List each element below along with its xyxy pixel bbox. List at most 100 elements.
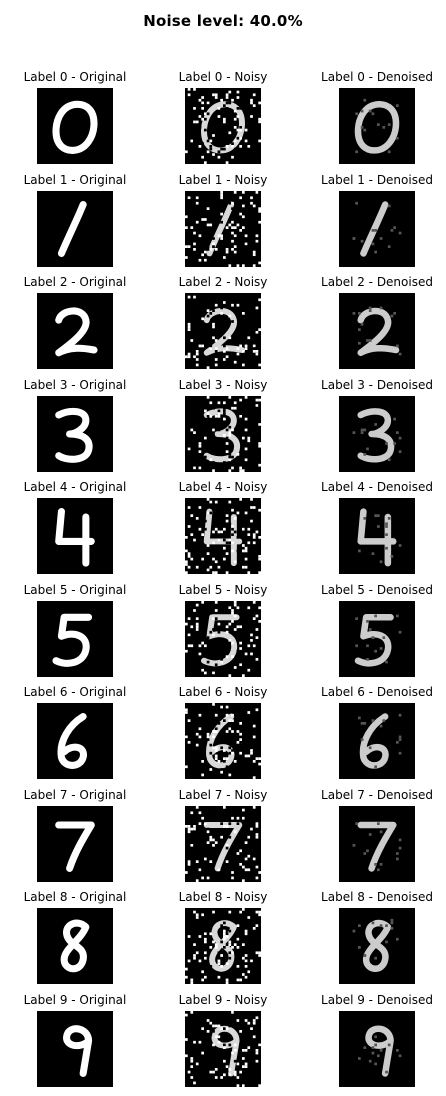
noise-pixel xyxy=(231,225,234,229)
panel-original-2: Label 2 - Original xyxy=(0,275,150,369)
noise-pixel xyxy=(255,943,259,946)
noise-pixel xyxy=(239,722,242,725)
noise-pixel xyxy=(223,935,226,938)
panel-denoised-7: Label 7 - Denoised xyxy=(302,788,446,882)
noise-pixel xyxy=(228,525,232,528)
noise-pixel xyxy=(247,829,251,833)
noise-pixel xyxy=(185,611,188,615)
noise-pixel xyxy=(228,314,232,318)
noise-pixel xyxy=(198,455,202,458)
artifact-pixel xyxy=(379,924,383,927)
noise-pixel xyxy=(214,713,218,717)
noise-pixel xyxy=(206,552,210,555)
noisy-digit-image xyxy=(185,293,261,369)
noise-pixel xyxy=(204,193,207,196)
noise-pixel xyxy=(228,1072,232,1076)
noise-pixel xyxy=(231,727,234,731)
noise-pixel xyxy=(225,913,229,917)
noise-pixel xyxy=(204,867,207,871)
noise-pixel xyxy=(225,436,229,439)
noise-pixel xyxy=(228,956,232,960)
noise-pixel xyxy=(231,98,234,102)
noise-pixel xyxy=(212,336,215,340)
noise-pixel xyxy=(244,652,248,655)
noise-pixel xyxy=(198,544,202,547)
noise-pixel xyxy=(204,757,207,760)
noise-pixel xyxy=(206,946,210,949)
noise-pixel xyxy=(187,829,191,833)
panel-label: Label 8 - Noisy xyxy=(178,890,268,904)
noise-pixel xyxy=(242,865,245,868)
noise-pixel xyxy=(239,1075,242,1079)
noise-pixel xyxy=(239,935,242,938)
artifact-pixel xyxy=(387,150,391,154)
noise-pixel xyxy=(190,768,194,771)
noise-pixel xyxy=(228,719,232,722)
noise-pixel xyxy=(233,665,237,669)
noise-pixel xyxy=(255,908,259,911)
noise-pixel xyxy=(223,760,226,763)
noise-pixel xyxy=(190,1056,194,1060)
noise-pixel xyxy=(185,214,188,218)
noise-pixel xyxy=(236,1083,240,1087)
artifact-pixel xyxy=(379,236,383,240)
noise-pixel xyxy=(195,716,199,720)
noise-pixel xyxy=(214,608,218,612)
noise-pixel xyxy=(244,557,248,561)
noise-pixel xyxy=(250,98,253,102)
artifact-pixel xyxy=(390,918,394,922)
noise-pixel xyxy=(193,430,196,434)
noise-pixel xyxy=(195,358,199,361)
noise-pixel xyxy=(185,560,188,564)
noise-pixel xyxy=(212,652,215,655)
noise-pixel xyxy=(214,347,218,350)
noise-pixel xyxy=(233,560,237,564)
noise-pixel xyxy=(252,325,256,329)
noise-pixel xyxy=(223,946,226,949)
panel-original-5: Label 5 - Original xyxy=(0,583,150,677)
noise-pixel xyxy=(247,935,251,938)
noise-pixel xyxy=(255,406,259,410)
noise-pixel xyxy=(201,913,204,917)
noise-pixel xyxy=(195,195,199,199)
noisy-image-frame xyxy=(185,293,261,369)
noise-pixel xyxy=(236,649,240,653)
noise-pixel xyxy=(258,508,261,512)
noise-pixel xyxy=(206,600,210,604)
artifact-pixel xyxy=(374,1043,377,1046)
artifact-pixel xyxy=(390,555,394,558)
noise-pixel xyxy=(225,247,229,251)
artifact-pixel xyxy=(366,643,369,647)
noise-pixel xyxy=(190,1043,194,1046)
noise-pixel xyxy=(193,120,196,124)
artifact-pixel xyxy=(385,533,388,536)
panel-label: Label 6 - Denoised xyxy=(321,685,433,699)
noise-pixel xyxy=(193,336,196,340)
noisy-digit-image xyxy=(185,600,261,677)
noise-pixel xyxy=(185,870,188,874)
noise-pixel xyxy=(244,816,248,820)
noise-pixel xyxy=(233,530,237,534)
noise-pixel xyxy=(201,970,204,974)
noise-pixel xyxy=(223,719,226,722)
noise-pixel xyxy=(185,762,188,766)
noise-pixel xyxy=(236,223,240,226)
noise-pixel xyxy=(193,821,196,825)
noise-pixel xyxy=(244,511,248,515)
noise-pixel xyxy=(220,195,223,199)
noise-pixel xyxy=(190,128,194,132)
noise-pixel xyxy=(187,859,191,863)
noise-pixel xyxy=(247,970,251,974)
noise-pixel xyxy=(250,1024,253,1027)
panel-noisy-2: Label 2 - Noisy xyxy=(148,275,298,369)
noisy-image-frame xyxy=(185,1010,261,1087)
noise-pixel xyxy=(206,738,210,741)
noise-pixel xyxy=(228,131,232,135)
denoised-digit-image xyxy=(339,88,415,164)
noise-pixel xyxy=(255,910,259,914)
noise-pixel xyxy=(258,527,261,531)
noise-pixel xyxy=(233,400,237,404)
noise-pixel xyxy=(252,350,256,353)
noise-pixel xyxy=(185,738,188,741)
noise-pixel xyxy=(239,206,242,210)
